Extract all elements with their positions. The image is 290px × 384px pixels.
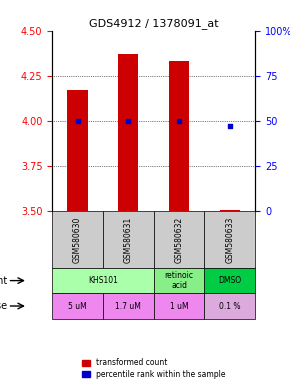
- FancyBboxPatch shape: [103, 293, 154, 319]
- Text: 1.7 uM: 1.7 uM: [115, 301, 141, 311]
- Point: [126, 118, 130, 124]
- Text: agent: agent: [0, 276, 8, 286]
- Text: GSM580630: GSM580630: [73, 217, 82, 263]
- Point: [227, 123, 232, 129]
- Text: DMSO: DMSO: [218, 276, 241, 285]
- FancyBboxPatch shape: [52, 293, 103, 319]
- FancyBboxPatch shape: [204, 293, 255, 319]
- Text: GSM580631: GSM580631: [124, 217, 133, 263]
- Legend: transformed count, percentile rank within the sample: transformed count, percentile rank withi…: [81, 357, 227, 380]
- Text: 1 uM: 1 uM: [170, 301, 188, 311]
- Text: KHS101: KHS101: [88, 276, 118, 285]
- Text: 0.1 %: 0.1 %: [219, 301, 241, 311]
- Text: dose: dose: [0, 301, 8, 311]
- FancyBboxPatch shape: [204, 268, 255, 293]
- Text: 5 uM: 5 uM: [68, 301, 87, 311]
- Text: retinoic
acid: retinoic acid: [165, 271, 194, 290]
- FancyBboxPatch shape: [154, 268, 204, 293]
- Point: [75, 118, 80, 124]
- Bar: [118, 54, 139, 212]
- FancyBboxPatch shape: [103, 212, 154, 268]
- Title: GDS4912 / 1378091_at: GDS4912 / 1378091_at: [89, 18, 218, 30]
- Text: GSM580633: GSM580633: [225, 217, 234, 263]
- FancyBboxPatch shape: [154, 293, 204, 319]
- Bar: [220, 210, 240, 212]
- Text: GSM580632: GSM580632: [175, 217, 184, 263]
- FancyBboxPatch shape: [52, 268, 154, 293]
- FancyBboxPatch shape: [204, 212, 255, 268]
- Bar: [67, 90, 88, 212]
- Point: [177, 118, 182, 124]
- Bar: [169, 61, 189, 212]
- FancyBboxPatch shape: [52, 212, 103, 268]
- FancyBboxPatch shape: [154, 212, 204, 268]
